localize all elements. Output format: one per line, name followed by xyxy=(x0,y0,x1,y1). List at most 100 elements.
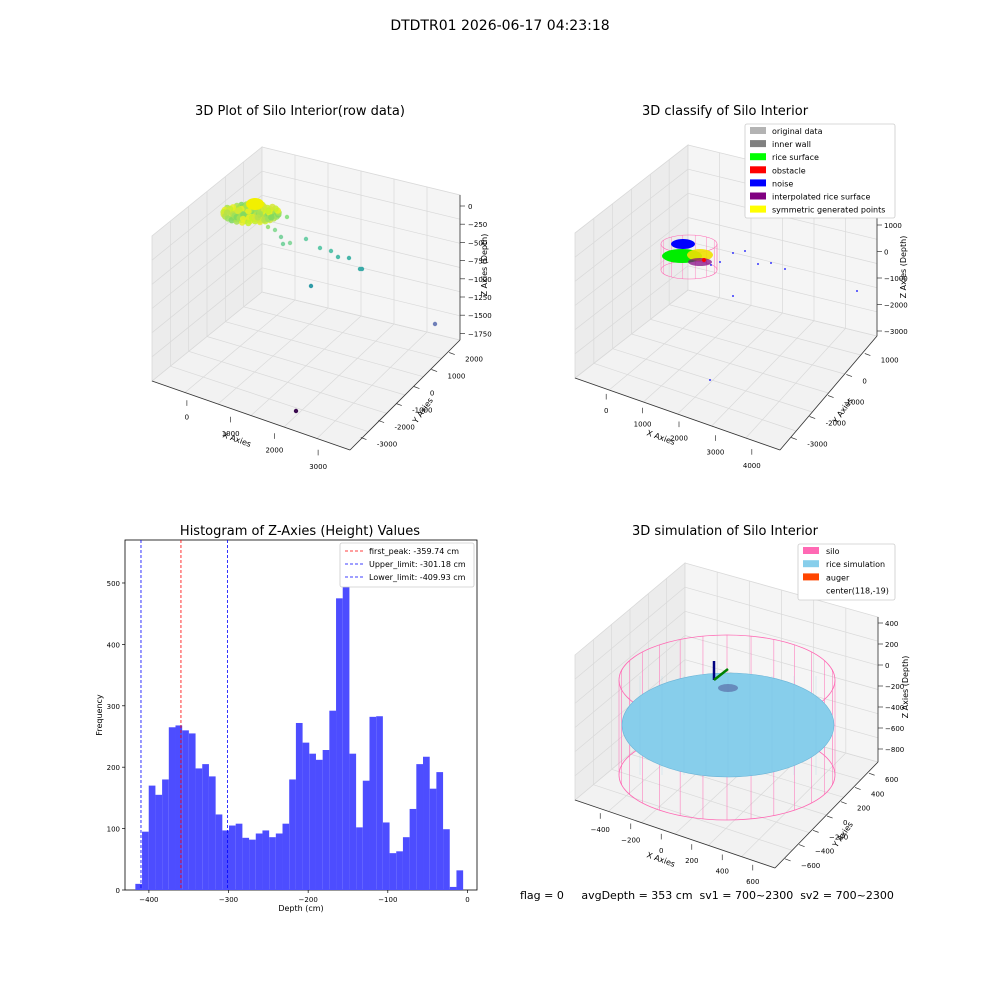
p2-legend-label: inner wall xyxy=(772,140,811,149)
p1-x-tick-label: 1000 xyxy=(222,430,240,438)
p4-y-tick-label: 200 xyxy=(857,805,870,813)
p1-z-tick-label: 0 xyxy=(468,203,472,211)
plot4-title: 3D simulation of Silo Interior xyxy=(632,524,818,539)
p3-histogram-bar xyxy=(282,823,290,890)
p3-histogram-bar xyxy=(423,756,430,890)
p2-z-tick-label: 0 xyxy=(884,249,888,257)
p2-x-tick-label: 4000 xyxy=(743,462,761,470)
p2-noise-cluster xyxy=(671,239,695,249)
p4-legend: silo rice simulation auger center(118,-19) xyxy=(797,543,896,601)
p1-z-tick-label: −750 xyxy=(468,258,487,266)
p3-histogram-bar xyxy=(168,727,176,890)
p3-histogram-bar xyxy=(202,764,209,890)
p4-y-tick-label: −200 xyxy=(829,833,848,841)
p1-z-tick-label: −1750 xyxy=(468,330,492,338)
p3-histogram-bar xyxy=(182,730,189,890)
p3-histogram-bar xyxy=(162,779,169,890)
p2-z-tick-label: 1000 xyxy=(884,222,902,230)
p3-histogram-bar xyxy=(322,750,330,890)
p3-x-tick-label: −100 xyxy=(378,896,397,904)
p4-legend-label: silo xyxy=(826,547,840,556)
p1-y-tick-label: -2000 xyxy=(395,424,415,432)
p4-y-tick-label: 600 xyxy=(885,776,898,784)
p2-noise-point xyxy=(719,261,721,263)
figure-title: DTDTR01 2026-06-17 04:23:18 xyxy=(390,18,610,34)
p3-histogram-bar xyxy=(336,598,343,890)
p1-y-axis-line xyxy=(349,339,461,451)
p2-legend-label: noise xyxy=(772,179,793,188)
p3-histogram-bar xyxy=(148,785,156,890)
p2-noise-point xyxy=(770,262,772,264)
p2-symmetric-points xyxy=(687,249,713,261)
p2-x-tick-label: 1000 xyxy=(634,421,652,429)
p3-histogram-bar xyxy=(389,853,397,890)
p4-x-tick-label: 200 xyxy=(685,857,698,865)
plot1-title: 3D Plot of Silo Interior(row data) xyxy=(195,104,405,119)
p3-histogram-bar xyxy=(362,780,370,890)
p1-data-point xyxy=(359,266,365,272)
p2-legend-swatch xyxy=(750,179,766,187)
p3-histogram-bar xyxy=(188,733,196,890)
p3-histogram-bar xyxy=(142,831,149,890)
p3-legend-label: Upper_limit: -301.18 cm xyxy=(369,560,466,569)
p2-legend-swatch xyxy=(750,205,766,213)
p2-z-label: Z Axies (Depth) xyxy=(899,236,908,299)
p1-data-point xyxy=(432,321,438,327)
p3-histogram-bar xyxy=(376,716,383,890)
p3-histogram-bar xyxy=(449,886,457,890)
p3-histogram-bar xyxy=(269,837,276,890)
p4-auger xyxy=(718,684,738,692)
p3-histogram-bar xyxy=(302,742,310,890)
p2-y-tick-label: 0 xyxy=(862,378,866,386)
p1-z-tick-label: −1250 xyxy=(468,294,492,302)
p4-legend-swatch xyxy=(803,547,819,554)
p2-y-tick-label: -1000 xyxy=(844,399,864,407)
p2-x-tick-label: 3000 xyxy=(706,448,724,456)
p3-histogram-bar xyxy=(215,814,223,890)
p3-histogram-bar xyxy=(195,768,203,890)
p3-histogram-bar xyxy=(222,830,230,890)
p3-y-tick-label: 200 xyxy=(107,764,120,772)
p3-histogram-bar xyxy=(289,779,296,890)
p1-data-point xyxy=(335,254,341,260)
p3-y-tick-label: 0 xyxy=(116,887,120,895)
p2-legend: original data inner wall rice surface obsta… xyxy=(744,123,896,219)
p4-z-tick-label: 400 xyxy=(885,620,898,628)
p2-x-tick-label: 2000 xyxy=(670,435,688,443)
p1-z-tick-label: −250 xyxy=(468,221,487,229)
p2-noise-point xyxy=(856,290,858,292)
p3-histogram-bar xyxy=(369,716,377,890)
p2-legend-label: original data xyxy=(772,127,823,136)
p2-noise-point xyxy=(732,252,734,254)
p2-legend-label: interpolated rice surface xyxy=(772,193,870,202)
p4-z-tick-label: −400 xyxy=(885,704,904,712)
p3-histogram-bar xyxy=(409,808,417,890)
p3-histogram-bar xyxy=(135,883,143,890)
p1-data-point xyxy=(284,214,290,220)
p4-legend-label: center(118,-19) xyxy=(826,587,889,596)
p3-histogram-bar xyxy=(229,825,236,890)
p2-z-tick-label: −1000 xyxy=(884,275,908,283)
p3-histogram-bar xyxy=(382,822,390,890)
p2-legend-swatch xyxy=(750,140,766,148)
p4-z-label: Z Axies (Depth) xyxy=(901,656,910,719)
p4-x-tick-label: 400 xyxy=(716,868,729,876)
p2-noise-point xyxy=(709,379,711,381)
p4-x-axis-line xyxy=(574,799,776,869)
p4-z-tick-label: −600 xyxy=(885,725,904,733)
p3-legend: first_peak: -359.74 cm Upper_limit: -301.… xyxy=(339,542,475,588)
p2-noise-point xyxy=(784,268,786,270)
p1-data-point xyxy=(293,408,299,414)
p1-data-point xyxy=(265,224,271,230)
p2-legend-label: symmetric generated points xyxy=(772,206,885,215)
p3-x-label: Depth (cm) xyxy=(278,904,323,913)
p2-y-axis-line xyxy=(779,335,878,451)
p3-y-tick-label: 100 xyxy=(107,826,120,834)
p1-rice-cluster xyxy=(220,198,282,227)
p4-z-tick-label: 0 xyxy=(885,662,889,670)
p3-y-label: Frequency xyxy=(95,694,104,736)
p4-y-tick-label: 0 xyxy=(843,819,847,827)
p2-y-tick-label: -3000 xyxy=(807,441,827,449)
